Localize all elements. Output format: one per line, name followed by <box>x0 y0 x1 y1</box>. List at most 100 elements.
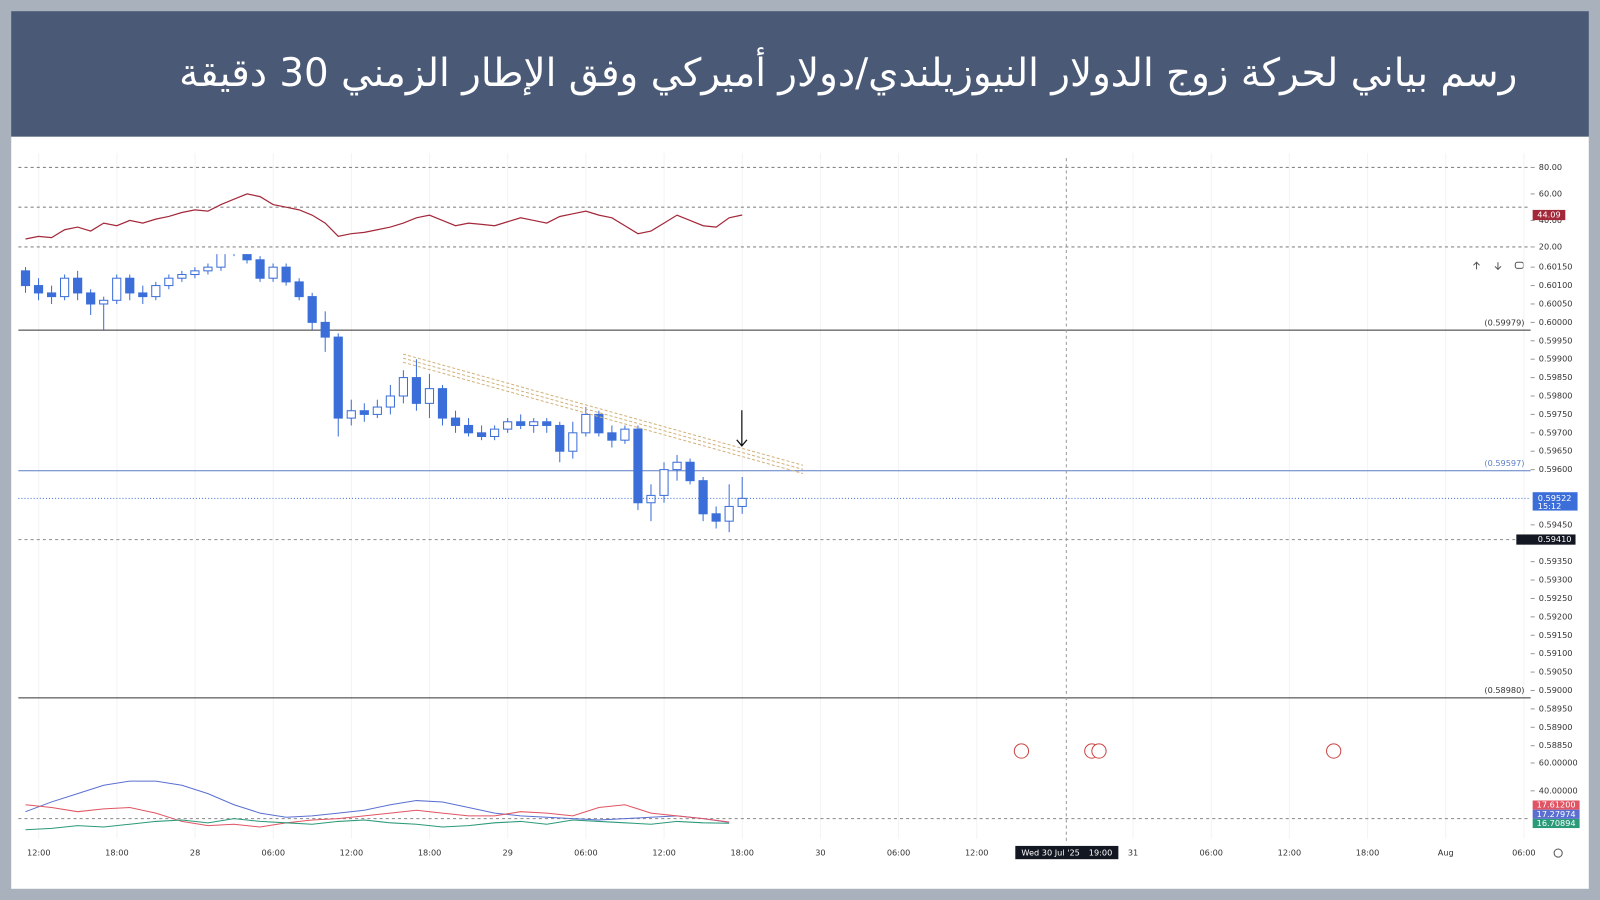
x-tick-label: 30 <box>815 848 825 858</box>
y-tick-label: 0.59850 <box>1539 372 1573 382</box>
candle-body <box>672 461 682 471</box>
y-tick-label: 40.00000 <box>1539 785 1578 795</box>
cursor-date-box <box>1015 845 1119 860</box>
candle-body <box>490 428 500 438</box>
title: رسم بياني لحركة زوج الدولار النيوزيلندي/… <box>179 47 1517 96</box>
last-value-label: 44.09 <box>1537 210 1560 220</box>
candle-body <box>437 388 448 419</box>
y-tick-label: 0.59250 <box>1539 593 1573 603</box>
y-tick-label: 0.59450 <box>1539 519 1573 529</box>
dmi-line <box>25 804 730 828</box>
x-tick-label: 12:00 <box>652 848 676 858</box>
candle-body <box>411 377 422 404</box>
y-tick-label: 0.59150 <box>1539 630 1573 640</box>
candle-body <box>372 406 382 415</box>
crosshair-price-label: 0.59410 <box>1538 534 1572 544</box>
last-value-label: 16.70894 <box>1537 818 1576 828</box>
countdown-label: 15:12 <box>1538 501 1562 511</box>
candle-body <box>568 432 578 452</box>
move-down-icon[interactable] <box>1494 262 1502 271</box>
x-tick-label: 06:00 <box>887 848 911 858</box>
candle-body <box>20 270 31 287</box>
x-tick-label: 12:00 <box>27 848 51 858</box>
header-bar <box>11 11 1589 137</box>
candle-body <box>73 277 83 294</box>
candles <box>20 254 747 533</box>
x-tick-label: 06:00 <box>1199 848 1223 858</box>
candle-body <box>555 424 565 452</box>
y-tick-label: 0.60000 <box>1539 317 1573 327</box>
last-price-label: 0.59522 <box>1538 493 1572 503</box>
level-label: (0.58980) <box>1484 685 1524 695</box>
y-tick-label: 0.58900 <box>1539 722 1573 732</box>
y-tick-label: 60.00 <box>1539 188 1562 198</box>
candle-body <box>216 254 226 268</box>
last-value-label: 17.27974 <box>1537 809 1576 819</box>
event-flag[interactable] <box>1091 743 1107 759</box>
y-tick-label: 0.59350 <box>1539 556 1573 566</box>
y-tick-label: 60.00000 <box>1539 757 1578 767</box>
candle-body <box>529 421 539 426</box>
candle-body <box>190 270 200 276</box>
candle-body <box>737 497 747 507</box>
candle-body <box>138 292 148 298</box>
y-tick-label: 0.59900 <box>1539 354 1573 364</box>
candle-body <box>60 277 70 298</box>
x-tick-label: 06:00 <box>574 848 598 858</box>
y-tick-label: 20.00 <box>1539 241 1562 251</box>
candle-body <box>281 266 291 283</box>
candle-body <box>398 377 408 397</box>
candle-body <box>646 494 656 504</box>
candle-body <box>620 428 630 441</box>
candle-body <box>476 432 487 438</box>
candle-body <box>724 505 734 522</box>
candle-body <box>320 321 330 338</box>
trend-line <box>402 357 804 470</box>
cursor-time: 19:00 <box>1089 848 1113 858</box>
dmi-line <box>25 780 730 823</box>
down-arrow <box>736 410 748 447</box>
candle-body <box>164 277 174 287</box>
last-value-tag <box>1532 209 1566 221</box>
candle-body <box>424 388 435 404</box>
last-value-tag <box>1532 809 1580 819</box>
event-flag[interactable] <box>1326 743 1342 759</box>
candle-body <box>151 285 161 298</box>
x-tick-label: 12:00 <box>1278 848 1302 858</box>
chart-panel <box>11 136 1589 889</box>
x-tick-label: Aug <box>1438 848 1454 858</box>
y-tick-label: 0.59300 <box>1539 575 1573 585</box>
last-value-label: 17.61200 <box>1537 800 1576 810</box>
y-tick-label: 0.59800 <box>1539 391 1573 401</box>
y-tick-label: 0.59700 <box>1539 427 1573 437</box>
level-label: (0.59597) <box>1484 458 1524 468</box>
y-tick-label: 0.59050 <box>1539 667 1573 677</box>
candle-body <box>359 410 369 415</box>
x-tick-label: 28 <box>190 848 200 858</box>
event-flag[interactable] <box>1013 743 1030 759</box>
x-tick-label: 12:00 <box>965 848 989 858</box>
candle-body <box>503 421 513 430</box>
x-tick-label: 12:00 <box>340 848 364 858</box>
dmi-line <box>25 818 730 831</box>
x-tick-label: 29 <box>503 848 513 858</box>
candle-body <box>125 277 135 294</box>
y-tick-label: 0.58950 <box>1539 703 1573 713</box>
rsi-line <box>25 193 743 240</box>
last-value-tag <box>1532 818 1580 829</box>
y-tick-label: 0.60100 <box>1539 280 1573 290</box>
candle-body <box>659 469 669 496</box>
x-tick-label: 06:00 <box>1512 848 1536 858</box>
candle-body <box>307 296 317 323</box>
candle-body <box>581 413 591 434</box>
level-label: (0.59979) <box>1484 317 1524 327</box>
y-tick-label: 0.59650 <box>1539 446 1573 456</box>
move-up-icon[interactable] <box>1473 261 1480 270</box>
y-tick-label: 0.59750 <box>1539 409 1573 419</box>
trend-line <box>402 361 804 474</box>
y-tick-label: 0.58850 <box>1539 740 1573 750</box>
candle-body <box>607 432 617 441</box>
settings-icon[interactable] <box>1553 848 1563 858</box>
candle-body <box>99 299 109 305</box>
candle-body <box>698 480 708 515</box>
